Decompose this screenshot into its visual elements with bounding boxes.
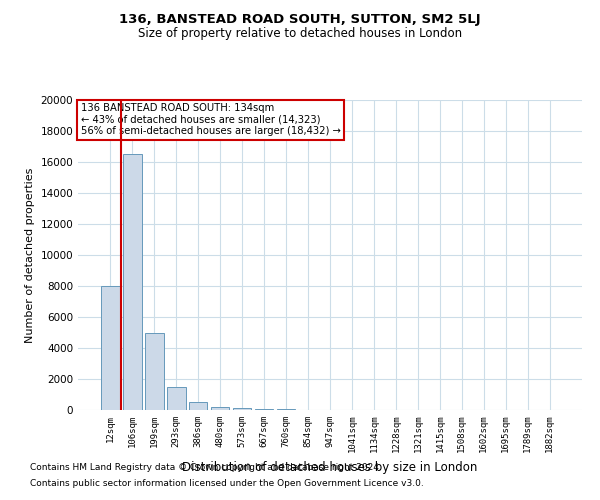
Y-axis label: Number of detached properties: Number of detached properties bbox=[25, 168, 35, 342]
Bar bbox=[167, 387, 185, 410]
Bar bbox=[101, 286, 119, 410]
X-axis label: Distribution of detached houses by size in London: Distribution of detached houses by size … bbox=[182, 461, 478, 474]
Bar bbox=[123, 154, 142, 410]
Text: 136 BANSTEAD ROAD SOUTH: 134sqm
← 43% of detached houses are smaller (14,323)
56: 136 BANSTEAD ROAD SOUTH: 134sqm ← 43% of… bbox=[80, 103, 340, 136]
Text: Size of property relative to detached houses in London: Size of property relative to detached ho… bbox=[138, 28, 462, 40]
Bar bbox=[277, 409, 295, 410]
Bar bbox=[255, 408, 274, 410]
Bar bbox=[145, 332, 164, 410]
Text: Contains HM Land Registry data © Crown copyright and database right 2024.: Contains HM Land Registry data © Crown c… bbox=[30, 464, 382, 472]
Bar bbox=[233, 408, 251, 410]
Text: 136, BANSTEAD ROAD SOUTH, SUTTON, SM2 5LJ: 136, BANSTEAD ROAD SOUTH, SUTTON, SM2 5L… bbox=[119, 12, 481, 26]
Text: Contains public sector information licensed under the Open Government Licence v3: Contains public sector information licen… bbox=[30, 478, 424, 488]
Bar bbox=[189, 402, 208, 410]
Bar bbox=[211, 407, 229, 410]
